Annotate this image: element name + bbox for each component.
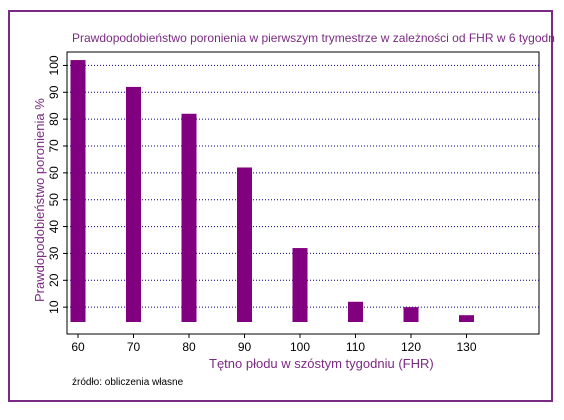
bar [459, 315, 474, 322]
chart-title: Prawdopodobieństwo poronienia w pierwszy… [72, 31, 555, 45]
bar [403, 307, 419, 322]
x-tick-label: 80 [182, 340, 196, 354]
x-tick-label: 60 [71, 340, 85, 354]
bar [126, 86, 141, 323]
x-tick-label: 130 [456, 340, 476, 354]
y-tick-label: 60 [47, 166, 61, 180]
y-tick-label: 20 [47, 273, 61, 287]
y-tick-label: 100 [47, 55, 61, 75]
x-axis-label: Tętno płodu w szóstym tygodniu (FHR) [209, 356, 434, 371]
source-note: źródło: obliczenia własne [72, 377, 184, 388]
bars [70, 60, 474, 323]
y-tick-label: 40 [47, 220, 61, 234]
bar [292, 248, 308, 322]
bar [181, 113, 197, 323]
x-tick-label: 110 [346, 340, 365, 354]
y-tick-label: 10 [47, 300, 61, 314]
x-axis-ticks: 60 70 80 90 100 110 120 130 [71, 334, 477, 354]
y-axis-label: Prawdopodobieństwo poronienia % [32, 98, 47, 302]
x-tick-label: 70 [127, 340, 141, 354]
plot-area [66, 51, 540, 335]
bar [70, 60, 86, 323]
y-tick-label: 50 [47, 193, 61, 207]
bar [237, 167, 252, 322]
y-tick-label: 70 [47, 139, 61, 153]
x-tick-label: 120 [401, 340, 421, 354]
bar-chart: Prawdopodobieństwo poronienia w pierwszy… [32, 31, 555, 388]
y-tick-label: 30 [47, 246, 61, 260]
grid-lines [67, 64, 539, 308]
chart-frame: Prawdopodobieństwo poronienia w pierwszy… [8, 10, 555, 402]
y-tick-label: 90 [47, 85, 61, 99]
bar [348, 301, 363, 322]
x-tick-label: 100 [290, 340, 310, 354]
x-tick-label: 90 [238, 340, 252, 354]
y-axis-ticks: 10 20 30 40 50 60 70 80 90 100 [47, 55, 67, 314]
y-tick-label: 80 [47, 112, 61, 126]
